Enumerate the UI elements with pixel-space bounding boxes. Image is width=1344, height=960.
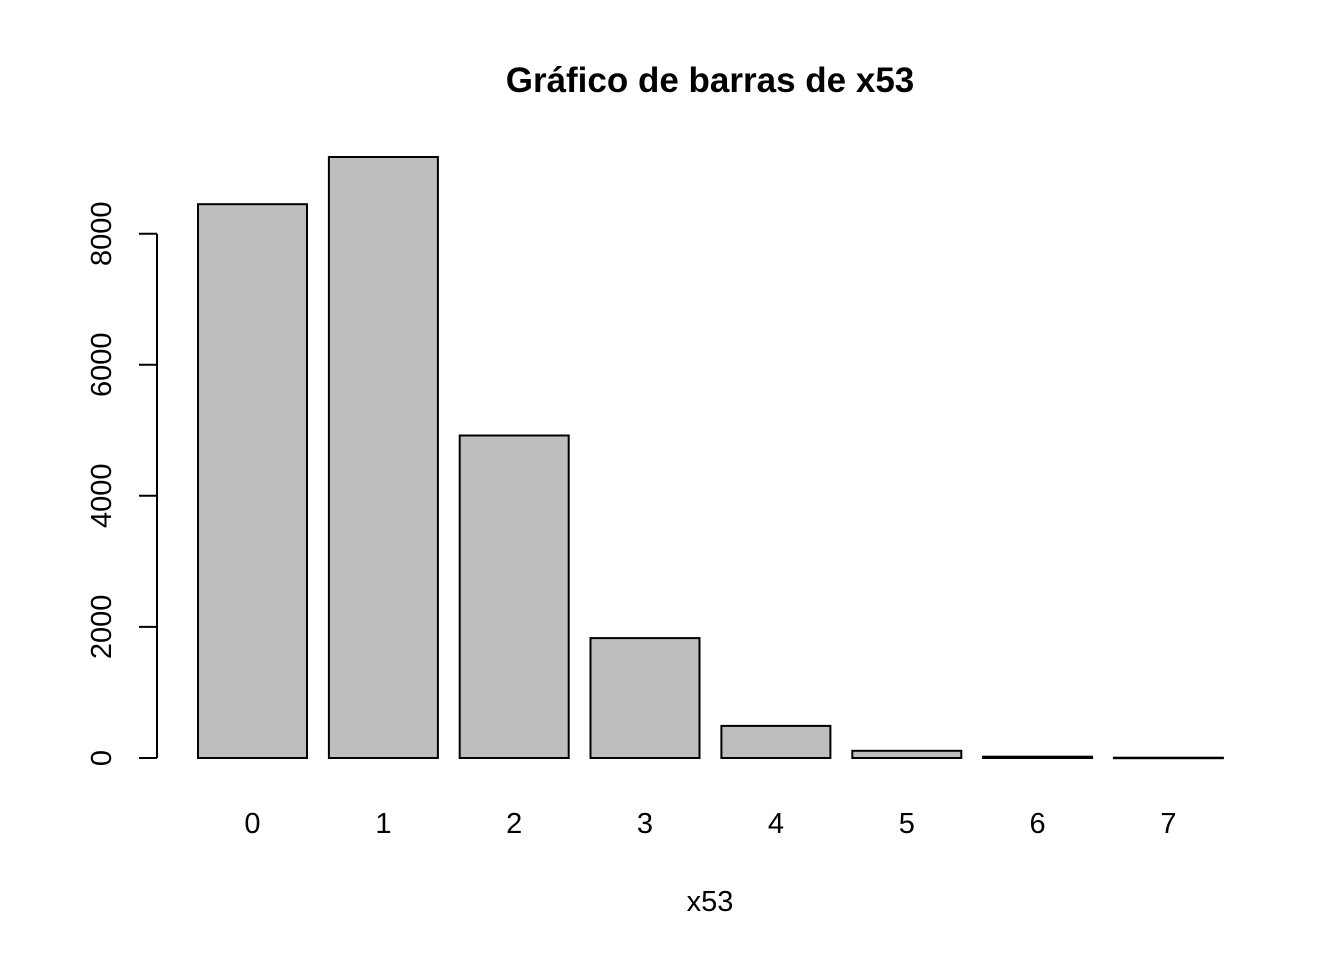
bar-7 xyxy=(1112,756,1224,760)
x-tick-label-1: 1 xyxy=(375,808,391,840)
bars-group xyxy=(197,156,1224,760)
bar-0 xyxy=(197,203,308,759)
x-tick-labels: 0 1 2 3 4 5 6 7 xyxy=(244,808,1176,840)
bar-1 xyxy=(327,156,439,759)
bar-3 xyxy=(589,637,701,759)
bar-4 xyxy=(720,724,832,760)
y-axis: 0 2000 4000 6000 8000 xyxy=(86,201,158,766)
x-tick-label-7: 7 xyxy=(1160,808,1176,840)
x-tick-label-4: 4 xyxy=(768,808,784,840)
y-tick-label-8000: 8000 xyxy=(86,201,118,266)
x-tick-label-5: 5 xyxy=(899,808,915,840)
y-tick-label-0: 0 xyxy=(86,750,118,766)
bar-5 xyxy=(851,749,963,759)
bar-6 xyxy=(982,755,1094,760)
x-tick-label-6: 6 xyxy=(1030,808,1046,840)
chart-title: Gráfico de barras de x53 xyxy=(506,61,915,100)
x-tick-label-3: 3 xyxy=(637,808,653,840)
x-tick-label-0: 0 xyxy=(244,808,260,840)
y-tick-label-6000: 6000 xyxy=(86,333,118,398)
bar-2 xyxy=(458,434,570,759)
x-tick-label-2: 2 xyxy=(506,808,522,840)
y-tick-label-4000: 4000 xyxy=(86,464,118,529)
x-axis-label: x53 xyxy=(687,886,734,918)
y-tick-label-2000: 2000 xyxy=(86,595,118,660)
